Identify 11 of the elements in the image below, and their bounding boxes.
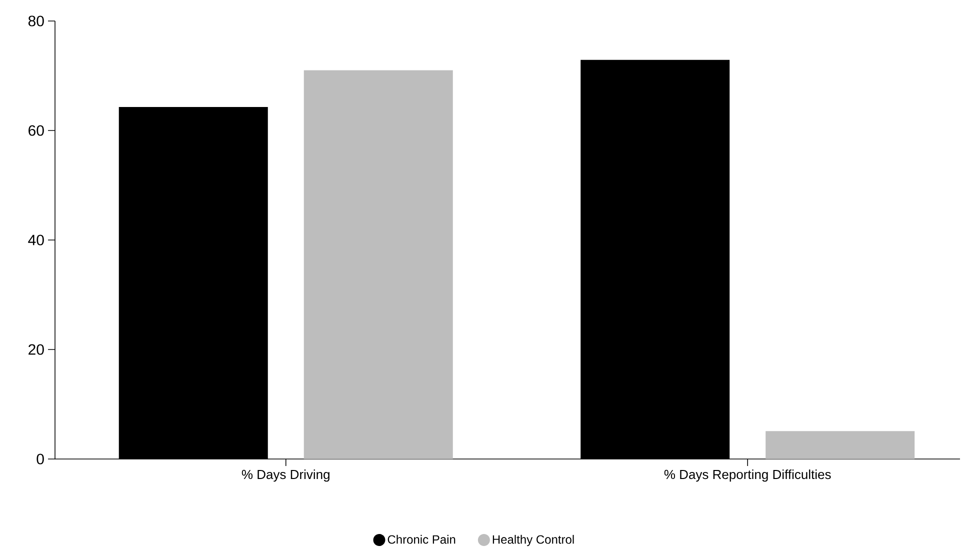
y-tick-label: 80 (28, 16, 44, 26)
x-tick-label: % Days Driving (242, 470, 330, 482)
bar (304, 70, 453, 459)
y-tick-label: 0 (36, 454, 44, 464)
legend-label: Chronic Pain (388, 534, 456, 544)
legend-label: Healthy Control (492, 534, 574, 546)
y-tick-label: 40 (28, 234, 44, 246)
y-tick-label: 60 (28, 125, 44, 136)
bar (766, 431, 915, 459)
x-tick-label: % Days Reporting Difficulties (664, 470, 831, 482)
y-tick-label: 20 (28, 344, 44, 355)
